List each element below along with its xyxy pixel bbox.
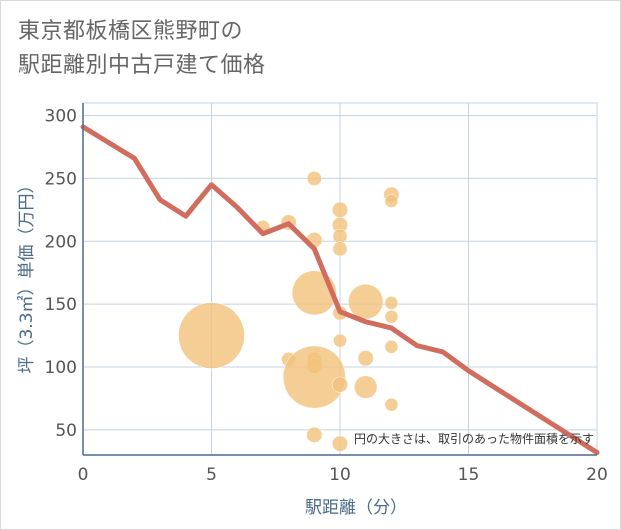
bubble-point [282,345,346,409]
bubble-point [384,194,399,208]
x-tick-label: 10 [329,465,351,485]
y-tick-label: 150 [45,295,77,315]
y-tick-label: 250 [45,169,77,189]
y-tick-label: 300 [45,107,77,127]
bubble-point [331,201,349,218]
bubble-point [384,340,399,354]
y-tick-label: 200 [45,232,77,252]
bubble-point [332,228,348,244]
bubble-point [332,241,348,257]
y-axis-label: 坪（3.3㎡）単価（万円） [17,176,37,373]
x-tick-label: 0 [78,465,89,485]
bubble-point [331,376,349,393]
x-tick-label: 20 [586,465,608,485]
y-tick-label: 50 [55,421,77,441]
bubble-point [357,350,374,367]
chart-title-line-1: 東京都板橋区熊野町の [18,19,244,44]
trend-line-group [80,124,600,455]
bubble-point [331,435,349,452]
bubble-point [354,375,378,399]
x-tick-label: 5 [206,465,217,485]
y-tick-label: 100 [45,358,77,378]
bubble-point [178,302,245,369]
chart-title-line-2: 駅距離別中古戸建て価格 [18,53,266,78]
trend-line [80,124,600,455]
bubble-point [306,426,323,443]
bubble-point [333,333,347,348]
bubble-point [384,296,399,310]
size-legend-note: 円の大きさは、取引のあった物件面積を示す [354,431,594,446]
bubble-point [384,397,399,412]
x-axis-label: 駅距離（分） [305,498,407,518]
chart-title: 東京都板橋区熊野町の 駅距離別中古戸建て価格 [18,15,266,83]
bubble-point [384,309,399,324]
axes-group: 50 100 150 200 250 300 0 5 10 15 20 [45,103,608,485]
bubble-point [306,170,322,186]
x-tick-label: 15 [458,465,480,485]
bubble-point [348,283,384,320]
